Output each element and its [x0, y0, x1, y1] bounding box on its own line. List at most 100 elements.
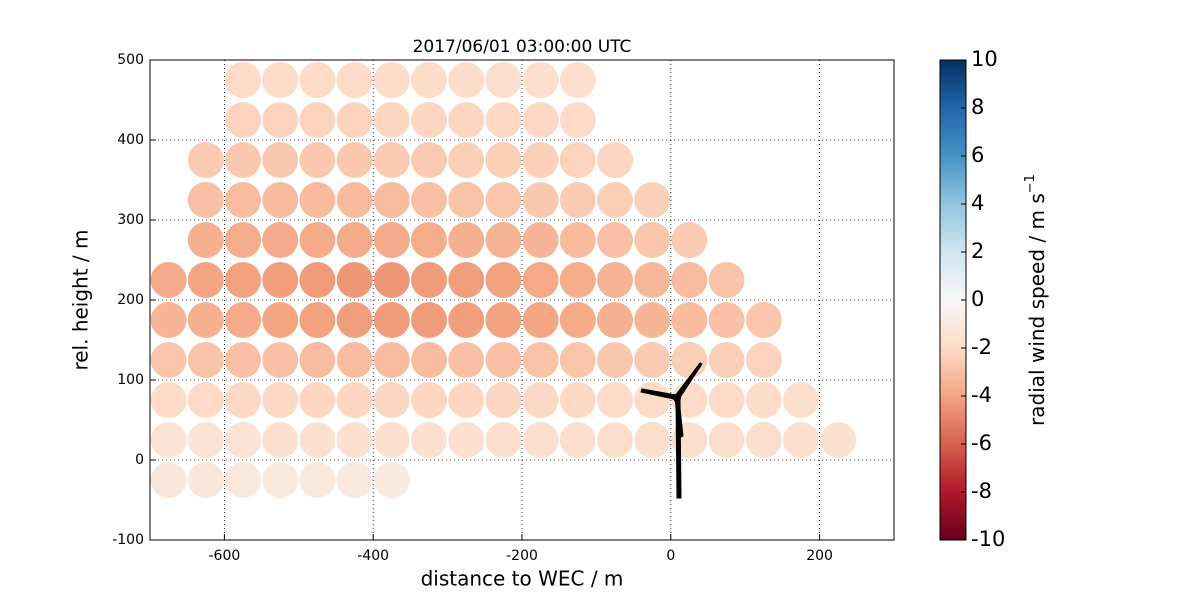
- point: [634, 422, 671, 458]
- point: [373, 182, 410, 218]
- point: [150, 422, 187, 458]
- point: [485, 142, 522, 178]
- point: [671, 302, 708, 338]
- colorbar-tick-label: 10: [971, 47, 998, 71]
- point: [187, 342, 224, 378]
- point: [634, 222, 671, 258]
- point: [262, 142, 299, 178]
- y-tick-label: 300: [117, 212, 144, 228]
- point: [336, 62, 373, 98]
- point: [448, 382, 485, 418]
- point: [597, 142, 633, 178]
- point: [336, 302, 373, 338]
- point: [485, 382, 522, 418]
- point: [225, 142, 261, 178]
- point: [522, 222, 559, 258]
- point: [559, 382, 596, 418]
- point: [559, 142, 596, 178]
- x-tick-label: -600: [209, 548, 241, 564]
- x-axis-label: distance to WEC / m: [421, 567, 624, 591]
- point: [634, 302, 671, 338]
- point: [336, 182, 373, 218]
- point: [187, 422, 224, 458]
- point: [485, 342, 522, 378]
- point: [411, 262, 447, 298]
- point: [597, 342, 633, 378]
- point: [373, 302, 410, 338]
- point: [745, 342, 782, 378]
- point: [485, 262, 522, 298]
- point: [373, 342, 410, 378]
- point: [745, 382, 782, 418]
- colorbar-tick-label: 2: [971, 239, 984, 263]
- point: [448, 422, 485, 458]
- y-tick-label: 0: [135, 452, 144, 468]
- point: [559, 422, 596, 458]
- point: [336, 222, 373, 258]
- point: [187, 262, 224, 298]
- point: [373, 222, 410, 258]
- point: [708, 342, 745, 378]
- point: [559, 222, 596, 258]
- point: [262, 262, 299, 298]
- point: [522, 102, 559, 138]
- point: [225, 262, 261, 298]
- colorbar-tick-label: 4: [971, 191, 984, 215]
- point: [299, 382, 336, 418]
- point: [187, 302, 224, 338]
- colorbar-tick-label: -10: [971, 527, 1005, 551]
- point: [411, 142, 447, 178]
- point: [448, 302, 485, 338]
- point: [448, 222, 485, 258]
- point: [299, 302, 336, 338]
- point: [299, 182, 336, 218]
- point: [299, 462, 336, 498]
- point: [634, 182, 671, 218]
- point: [262, 422, 299, 458]
- point: [262, 102, 299, 138]
- point: [373, 422, 410, 458]
- x-tick-label: -200: [506, 548, 538, 564]
- point: [187, 462, 224, 498]
- point: [373, 142, 410, 178]
- colorbar-tick-label: 0: [971, 287, 984, 311]
- point: [336, 342, 373, 378]
- point: [783, 422, 819, 458]
- point: [783, 382, 819, 418]
- colorbar-label: radial wind speed / m s−1: [1023, 174, 1049, 426]
- point: [225, 222, 261, 258]
- point: [485, 422, 522, 458]
- point: [597, 382, 633, 418]
- colorbar-tick-label: -8: [971, 479, 992, 503]
- point: [262, 182, 299, 218]
- point: [448, 62, 485, 98]
- point: [597, 262, 633, 298]
- point: [708, 262, 745, 298]
- x-tick-label: 200: [806, 548, 833, 564]
- point: [187, 182, 224, 218]
- point: [559, 182, 596, 218]
- y-tick-label: 400: [117, 132, 144, 148]
- colorbar-tick-label: -2: [971, 335, 992, 359]
- point: [485, 302, 522, 338]
- point: [225, 342, 261, 378]
- point: [559, 302, 596, 338]
- point: [150, 462, 187, 498]
- points: [150, 62, 857, 498]
- point: [411, 382, 447, 418]
- point: [225, 102, 261, 138]
- point: [411, 302, 447, 338]
- point: [708, 302, 745, 338]
- colorbar-tick-label: 6: [971, 143, 984, 167]
- point: [225, 422, 261, 458]
- point: [150, 262, 187, 298]
- point: [411, 342, 447, 378]
- point: [559, 62, 596, 98]
- x-tick-label: -400: [357, 548, 389, 564]
- y-tick-label: -100: [112, 532, 144, 548]
- point: [225, 462, 261, 498]
- point: [522, 342, 559, 378]
- point: [559, 102, 596, 138]
- point: [448, 142, 485, 178]
